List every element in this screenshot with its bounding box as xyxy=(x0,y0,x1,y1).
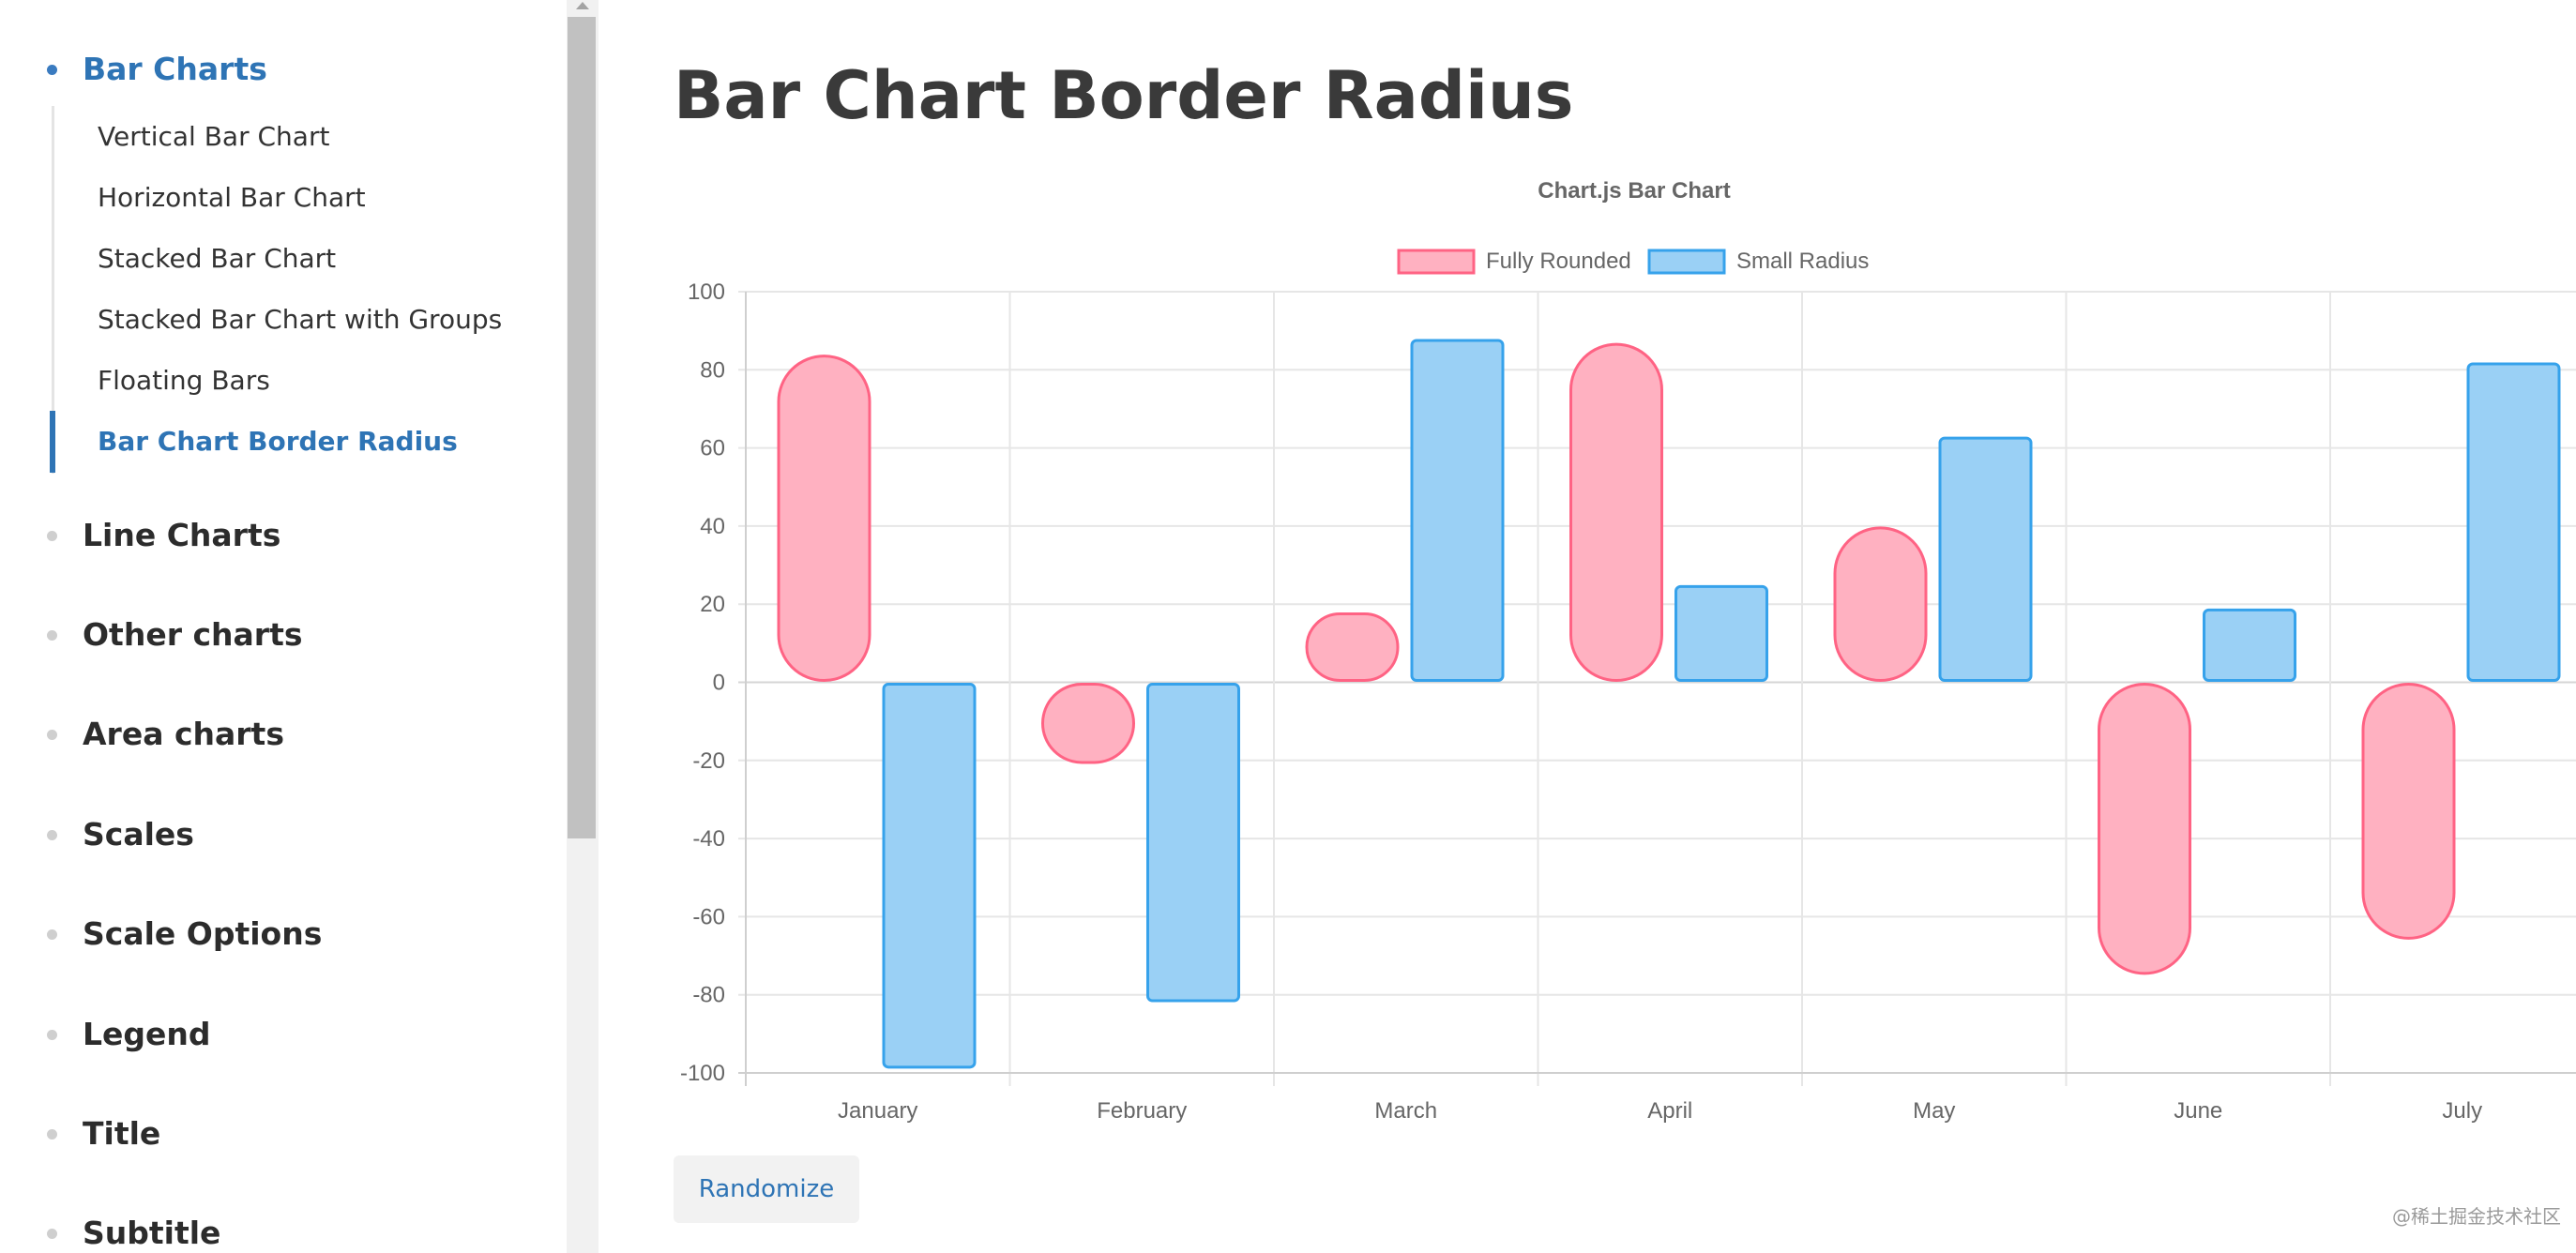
x-tick-label: February xyxy=(1097,1098,1187,1124)
sidebar-item-scale-options[interactable]: Scale Options xyxy=(83,915,323,952)
bar-small-radius-february[interactable] xyxy=(1146,683,1240,1003)
watermark-text: @稀土掘金技术社区 xyxy=(2392,1205,2561,1228)
chart-title: Chart.js Bar Chart xyxy=(1538,178,1730,204)
bar-small-radius-april[interactable] xyxy=(1674,584,1768,682)
sidebar-item-legend[interactable]: Legend xyxy=(83,1016,211,1052)
nav-bullet-subtitle xyxy=(47,1229,57,1239)
bar-small-radius-july[interactable] xyxy=(2466,362,2561,682)
subnav-rail xyxy=(52,106,54,474)
sidebar-item-title[interactable]: Title xyxy=(83,1115,161,1152)
sidebar-item-bar-charts[interactable]: Bar Charts xyxy=(83,51,267,87)
nav-bullet-bar-charts xyxy=(47,65,57,75)
bar-fully-rounded-march[interactable] xyxy=(1305,612,1400,682)
sidebar-item-vertical-bar-chart[interactable]: Vertical Bar Chart xyxy=(98,121,330,152)
bar-small-radius-may[interactable] xyxy=(1938,436,2033,682)
y-tick-label: 100 xyxy=(688,279,725,305)
randomize-button[interactable]: Randomize xyxy=(674,1155,859,1223)
chart-legend: Fully Rounded Small Radius xyxy=(1397,249,1869,275)
scrollbar-thumb[interactable] xyxy=(568,17,596,838)
x-tick-label: July xyxy=(2442,1098,2482,1124)
nav-bullet-area-charts xyxy=(47,730,57,740)
scroll-up-arrow-icon[interactable] xyxy=(570,0,595,13)
x-tick-label: January xyxy=(838,1098,917,1124)
bar-small-radius-january[interactable] xyxy=(882,683,977,1069)
y-tick-label: 40 xyxy=(700,514,725,539)
x-tick-label: May xyxy=(1913,1098,1955,1124)
sidebar-item-floating-bars[interactable]: Floating Bars xyxy=(98,365,270,396)
nav-bullet-other-charts xyxy=(47,630,57,641)
sidebar-nav: Bar Charts Vertical Bar Chart Horizontal… xyxy=(0,0,567,1253)
chart-bars xyxy=(777,339,2561,1069)
nav-bullet-scale-options xyxy=(47,929,57,940)
sidebar-item-area-charts[interactable]: Area charts xyxy=(83,716,284,752)
y-tick-label: 20 xyxy=(700,592,725,617)
y-tick-label: -100 xyxy=(680,1061,725,1086)
y-tick-label: -60 xyxy=(692,904,725,929)
bar-fully-rounded-april[interactable] xyxy=(1569,342,1663,683)
bar-fully-rounded-may[interactable] xyxy=(1833,526,1928,682)
bar-fully-rounded-june[interactable] xyxy=(2098,683,2191,975)
x-tick-label: April xyxy=(1647,1098,1692,1124)
sidebar-item-stacked-bar-chart[interactable]: Stacked Bar Chart xyxy=(98,243,337,274)
sidebar-item-line-charts[interactable]: Line Charts xyxy=(83,517,281,553)
bar-fully-rounded-july[interactable] xyxy=(2361,683,2456,940)
y-tick-label: -20 xyxy=(692,748,725,774)
chart-axes: 100 80 60 40 20 0 -20 -40 -60 -80 -100 January Febru… xyxy=(680,279,2576,1124)
x-tick-label: June xyxy=(2174,1098,2222,1124)
bar-fully-rounded-february[interactable] xyxy=(1041,683,1135,764)
y-tick-label: 60 xyxy=(700,436,725,461)
bar-chart: Chart.js Bar Chart Fully Rounded Small R… xyxy=(680,178,2576,1124)
legend-swatch-fully-rounded[interactable] xyxy=(1397,249,1476,275)
sidebar-item-other-charts[interactable]: Other charts xyxy=(83,616,303,653)
x-tick-label: March xyxy=(1374,1098,1437,1124)
sidebar-item-horizontal-bar-chart[interactable]: Horizontal Bar Chart xyxy=(98,182,366,213)
active-item-marker xyxy=(50,411,55,473)
y-tick-label: 80 xyxy=(700,357,725,383)
sidebar-item-bar-chart-border-radius[interactable]: Bar Chart Border Radius xyxy=(98,426,458,457)
page-title: Bar Chart Border Radius xyxy=(674,57,1574,134)
nav-bullet-title xyxy=(47,1129,57,1140)
y-tick-label: 0 xyxy=(713,671,725,696)
legend-label-small-radius[interactable]: Small Radius xyxy=(1736,249,1869,274)
sidebar-item-scales[interactable]: Scales xyxy=(83,816,194,853)
nav-bullet-legend xyxy=(47,1030,57,1040)
bar-fully-rounded-january[interactable] xyxy=(777,355,871,682)
bar-small-radius-march[interactable] xyxy=(1410,339,1505,682)
legend-swatch-small-radius[interactable] xyxy=(1647,249,1726,275)
bar-small-radius-june[interactable] xyxy=(2203,608,2296,682)
legend-label-fully-rounded[interactable]: Fully Rounded xyxy=(1486,249,1631,274)
y-tick-label: -80 xyxy=(692,983,725,1008)
sidebar-item-stacked-bar-chart-groups[interactable]: Stacked Bar Chart with Groups xyxy=(98,304,503,335)
nav-bullet-line-charts xyxy=(47,531,57,541)
sidebar-item-subtitle[interactable]: Subtitle xyxy=(83,1215,221,1251)
nav-bullet-scales xyxy=(47,830,57,840)
y-tick-label: -40 xyxy=(692,826,725,852)
